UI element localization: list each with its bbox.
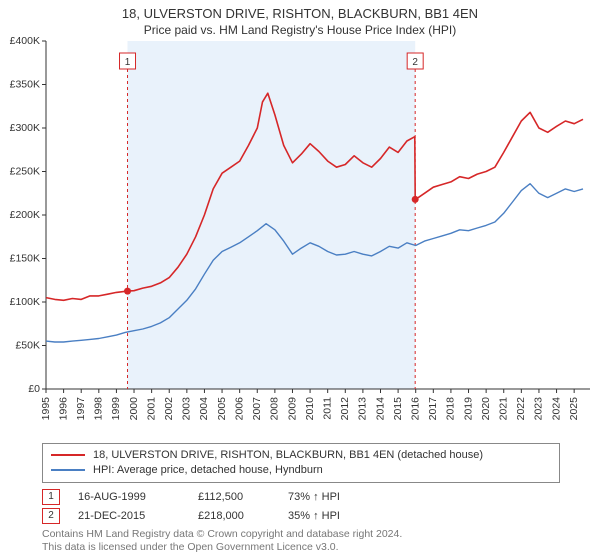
svg-text:£300K: £300K	[10, 122, 40, 134]
legend-swatch	[51, 469, 85, 471]
svg-text:£350K: £350K	[10, 79, 40, 91]
svg-text:2006: 2006	[233, 397, 245, 421]
svg-text:1995: 1995	[40, 397, 52, 421]
legend-row: 18, ULVERSTON DRIVE, RISHTON, BLACKBURN,…	[51, 448, 551, 463]
svg-text:1999: 1999	[110, 397, 122, 421]
svg-text:2024: 2024	[550, 397, 562, 421]
event-date: 16-AUG-1999	[78, 491, 198, 503]
svg-text:2021: 2021	[498, 397, 510, 421]
svg-text:2005: 2005	[216, 397, 228, 421]
svg-text:£400K: £400K	[10, 37, 40, 47]
event-row: 1 16-AUG-1999£112,50073% ↑ HPI	[42, 489, 560, 505]
svg-text:1: 1	[125, 57, 131, 68]
svg-text:2000: 2000	[128, 397, 140, 421]
footnote-line2: This data is licensed under the Open Gov…	[42, 541, 339, 553]
svg-text:2018: 2018	[445, 397, 457, 421]
svg-text:2008: 2008	[269, 397, 281, 421]
price-chart: £0 £50K £100K £150K £200K £250K £300K £350K £400…	[0, 37, 600, 437]
svg-text:2002: 2002	[163, 397, 175, 421]
svg-text:2007: 2007	[251, 397, 263, 421]
legend-row: HPI: Average price, detached house, Hynd…	[51, 463, 551, 478]
svg-text:£100K: £100K	[10, 296, 40, 308]
event-date: 21-DEC-2015	[78, 510, 198, 522]
svg-text:£0: £0	[28, 383, 40, 395]
events-table: 1 16-AUG-1999£112,50073% ↑ HPI 2 21-DEC-201…	[42, 489, 560, 524]
legend-label: HPI: Average price, detached house, Hynd…	[93, 463, 323, 478]
svg-text:2012: 2012	[339, 397, 351, 421]
chart-subtitle: Price paid vs. HM Land Registry's House …	[0, 23, 600, 37]
svg-text:1998: 1998	[93, 397, 105, 421]
svg-text:£200K: £200K	[10, 209, 40, 221]
svg-text:2016: 2016	[409, 397, 421, 421]
svg-text:2013: 2013	[357, 397, 369, 421]
event-price: £218,000	[198, 510, 288, 522]
svg-text:1996: 1996	[57, 397, 69, 421]
svg-text:2020: 2020	[480, 397, 492, 421]
svg-text:£250K: £250K	[10, 166, 40, 178]
event-row: 2 21-DEC-2015£218,00035% ↑ HPI	[42, 508, 560, 524]
svg-text:2017: 2017	[427, 397, 439, 421]
svg-text:2019: 2019	[462, 397, 474, 421]
footnote-line1: Contains HM Land Registry data © Crown c…	[42, 528, 402, 540]
event-relative: 73% ↑ HPI	[288, 491, 340, 503]
svg-text:2003: 2003	[181, 397, 193, 421]
svg-text:2001: 2001	[145, 397, 157, 421]
event-marker-num: 1	[42, 489, 60, 505]
svg-text:£50K: £50K	[15, 340, 40, 352]
svg-text:2023: 2023	[533, 397, 545, 421]
svg-text:£150K: £150K	[10, 253, 40, 265]
svg-text:1997: 1997	[75, 397, 87, 421]
chart-title-address: 18, ULVERSTON DRIVE, RISHTON, BLACKBURN,…	[0, 6, 600, 21]
legend-label: 18, ULVERSTON DRIVE, RISHTON, BLACKBURN,…	[93, 448, 483, 463]
footnote: Contains HM Land Registry data © Crown c…	[42, 528, 560, 554]
chart-svg: £0 £50K £100K £150K £200K £250K £300K £350K £400…	[0, 37, 600, 437]
svg-text:2022: 2022	[515, 397, 527, 421]
legend: 18, ULVERSTON DRIVE, RISHTON, BLACKBURN,…	[42, 443, 560, 483]
svg-text:2004: 2004	[198, 397, 210, 421]
svg-text:2010: 2010	[304, 397, 316, 421]
event-relative: 35% ↑ HPI	[288, 510, 340, 522]
svg-text:2011: 2011	[321, 397, 333, 420]
svg-text:2025: 2025	[568, 397, 580, 421]
svg-text:2009: 2009	[286, 397, 298, 421]
svg-text:2: 2	[412, 57, 418, 68]
event-price: £112,500	[198, 491, 288, 503]
legend-swatch	[51, 454, 85, 456]
svg-text:2015: 2015	[392, 397, 404, 421]
event-marker-num: 2	[42, 508, 60, 524]
svg-text:2014: 2014	[374, 397, 386, 421]
